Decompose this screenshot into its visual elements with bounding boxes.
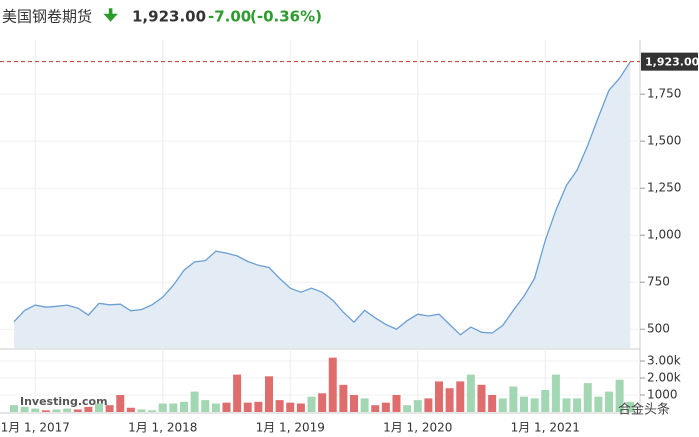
volume-bar — [158, 403, 167, 412]
volume-bar — [233, 374, 242, 412]
volume-bar — [275, 400, 284, 412]
x-tick-label: 1月 1, 2020 — [383, 421, 452, 435]
down-arrow — [103, 8, 118, 22]
volume-bar — [360, 398, 369, 412]
volume-bar — [243, 402, 252, 412]
volume-bar — [626, 401, 635, 412]
volume-bar — [424, 398, 433, 412]
volume-bar — [392, 395, 401, 412]
y-tick-label: 3.00k — [647, 354, 681, 368]
price: 1,923.00 — [132, 8, 206, 26]
volume-bar — [456, 381, 465, 412]
volume-bar — [594, 396, 603, 412]
volume-bar — [498, 398, 507, 412]
volume-bar — [509, 386, 518, 412]
volume-bar — [137, 409, 146, 412]
volume-bar — [10, 405, 18, 412]
title: 美国钢卷期货 — [2, 8, 92, 26]
volume-bar — [201, 400, 210, 412]
volume-bar — [52, 409, 61, 412]
volume-bar — [445, 388, 454, 412]
volume-bar — [63, 408, 72, 412]
volume-bar — [413, 400, 422, 412]
volume-bar — [605, 391, 613, 412]
volume-bar — [466, 374, 475, 412]
volume-bar — [180, 401, 188, 412]
source-logo: 合金头条 — [618, 402, 670, 418]
volume-bar — [562, 398, 571, 412]
volume-bar — [84, 406, 93, 412]
change-pct: (-0.36%) — [250, 8, 322, 26]
price-marker-box — [641, 52, 698, 71]
volume-bar — [126, 407, 135, 412]
volume-bar — [211, 403, 220, 412]
volume-bar — [95, 403, 103, 412]
volume-bar — [339, 384, 348, 412]
volume-bar — [371, 405, 380, 412]
volume-bar — [477, 384, 486, 412]
y-tick-label: 1,250 — [647, 181, 681, 195]
volume-bar — [190, 391, 199, 412]
volume-bar — [116, 395, 125, 412]
y-tick-label: 750 — [647, 275, 670, 289]
volume-bar — [350, 395, 358, 412]
x-tick-label: 1月 1, 2018 — [128, 421, 197, 435]
volume-bar — [265, 376, 273, 412]
volume-bar — [148, 410, 157, 412]
volume-bar — [488, 395, 497, 412]
volume-bar — [520, 396, 528, 412]
y-tick-label: 1000 — [647, 388, 678, 402]
volume-bar — [296, 403, 305, 412]
x-tick-label: 1月 1, 2021 — [511, 421, 580, 435]
watermark: Investing.com — [20, 395, 108, 408]
volume-bar — [169, 403, 178, 412]
volume-bar — [307, 396, 316, 412]
volume-bar — [551, 374, 560, 412]
y-tick-label: 2.00k — [647, 371, 681, 385]
volume-bar — [41, 410, 50, 412]
volume-bar — [286, 402, 295, 412]
volume-bar — [105, 405, 114, 412]
volume-bar — [583, 383, 592, 412]
y-tick-label: 1,500 — [647, 134, 681, 148]
y-tick-label: 1,750 — [647, 87, 681, 101]
volume-bar — [222, 402, 231, 412]
x-tick-label: 1月 1, 2017 — [1, 421, 70, 435]
price-marker-label: 1,923.00 — [645, 56, 699, 69]
price-line — [13, 61, 631, 336]
volume-bar — [530, 398, 539, 412]
change: -7.00 — [208, 8, 251, 26]
volume-bar — [573, 398, 582, 412]
volume-bar — [403, 405, 412, 412]
volume-bar — [254, 401, 263, 412]
volume-bar — [435, 381, 443, 412]
volume-bar — [328, 357, 337, 412]
volume-bar — [20, 406, 29, 412]
volume-bar — [318, 393, 327, 412]
volume-bar — [381, 402, 390, 412]
x-tick-label: 1月 1, 2019 — [256, 421, 325, 435]
y-tick-label: 1,000 — [647, 228, 681, 242]
area-fill — [14, 61, 631, 348]
volume-bar — [31, 408, 40, 412]
volume-bar — [541, 389, 550, 412]
volume-bar — [73, 409, 82, 412]
y-tick-label: 500 — [647, 322, 670, 336]
volume-bar — [615, 379, 624, 412]
